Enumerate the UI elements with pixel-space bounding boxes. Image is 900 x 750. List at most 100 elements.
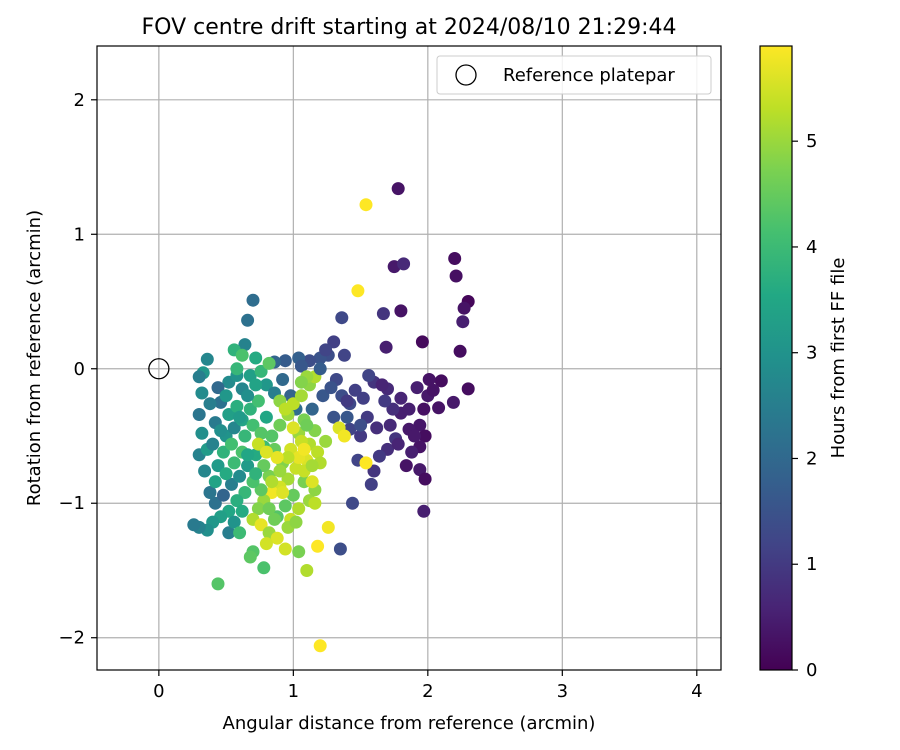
data-point: [378, 394, 392, 408]
data-point: [238, 429, 252, 443]
data-point: [246, 418, 260, 432]
data-point: [278, 542, 292, 556]
data-point: [230, 399, 244, 413]
reference-layer: [148, 358, 170, 380]
data-point: [292, 502, 306, 516]
data-point: [422, 373, 436, 386]
data-point: [367, 464, 381, 478]
data-point: [383, 418, 397, 432]
data-point: [195, 386, 209, 400]
data-point: [391, 437, 405, 451]
x-tick-label: 2: [422, 681, 433, 702]
data-point: [370, 421, 384, 435]
data-point: [227, 456, 241, 470]
data-point: [319, 343, 333, 357]
data-point: [402, 402, 416, 416]
data-point: [453, 344, 467, 358]
data-point: [246, 293, 260, 307]
data-point: [259, 445, 273, 459]
data-point: [235, 348, 249, 362]
x-tick-label: 4: [691, 681, 702, 702]
data-point: [294, 389, 308, 403]
data-point: [286, 421, 300, 435]
data-point: [241, 459, 255, 473]
data-point: [399, 459, 413, 473]
data-point: [192, 408, 206, 421]
data-point: [233, 469, 247, 483]
data-point: [297, 442, 311, 456]
data-point: [375, 378, 389, 392]
data-point: [200, 352, 214, 366]
data-point: [241, 389, 255, 403]
data-point: [364, 477, 378, 491]
data-point: [233, 410, 247, 424]
data-point: [362, 369, 376, 382]
data-point: [219, 467, 233, 481]
data-point: [327, 410, 341, 424]
data-point: [203, 397, 217, 411]
data-point: [354, 418, 368, 432]
data-point: [243, 550, 257, 564]
data-point: [432, 401, 446, 415]
data-point: [281, 472, 295, 486]
data-point: [211, 381, 225, 395]
data-point: [446, 395, 460, 409]
data-point: [410, 381, 424, 395]
data-point: [359, 198, 373, 212]
legend: Reference platepar: [436, 55, 712, 95]
data-point: [254, 426, 268, 440]
colorbar: [759, 45, 793, 671]
data-point: [222, 526, 236, 540]
data-point: [227, 421, 241, 435]
data-point: [391, 182, 405, 196]
data-point: [300, 418, 314, 432]
data-point: [300, 564, 314, 577]
data-point: [216, 445, 230, 459]
data-point: [337, 429, 351, 443]
y-tick-label: −1: [58, 493, 85, 514]
colorbar-tick-label: 5: [806, 131, 817, 152]
data-point: [278, 354, 292, 368]
y-tick-label: 0: [74, 359, 85, 380]
data-point: [254, 518, 268, 532]
data-point: [397, 257, 411, 271]
data-point: [308, 496, 322, 510]
data-point: [316, 389, 330, 403]
data-point: [407, 429, 421, 443]
data-point: [426, 383, 440, 397]
data-point: [313, 362, 327, 376]
data-point: [254, 483, 268, 497]
data-point: [257, 459, 271, 473]
data-point: [262, 502, 276, 516]
data-point: [225, 437, 238, 451]
data-point: [230, 494, 244, 508]
data-point: [206, 437, 220, 451]
data-point: [278, 402, 292, 416]
data-point: [461, 382, 475, 396]
y-tick-label: −2: [58, 628, 85, 649]
data-point: [241, 313, 255, 327]
data-point: [417, 504, 431, 518]
data-point: [294, 359, 308, 373]
data-point: [457, 301, 471, 315]
data-point: [233, 526, 247, 540]
data-point: [270, 531, 284, 545]
data-point: [359, 456, 373, 470]
data-point: [292, 545, 306, 559]
data-point: [249, 378, 263, 392]
data-point: [311, 445, 325, 459]
data-point: [270, 451, 284, 464]
data-point: [192, 370, 206, 384]
data-point: [305, 402, 319, 416]
data-point: [286, 488, 300, 502]
data-point: [456, 315, 470, 329]
data-point: [230, 362, 244, 376]
data-point: [208, 496, 222, 510]
data-point: [417, 402, 431, 416]
data-point: [254, 364, 268, 378]
data-point: [251, 502, 265, 516]
data-point: [259, 410, 273, 424]
data-point: [351, 284, 365, 298]
data-point: [222, 408, 236, 421]
colorbar-tick-label: 2: [806, 448, 817, 469]
